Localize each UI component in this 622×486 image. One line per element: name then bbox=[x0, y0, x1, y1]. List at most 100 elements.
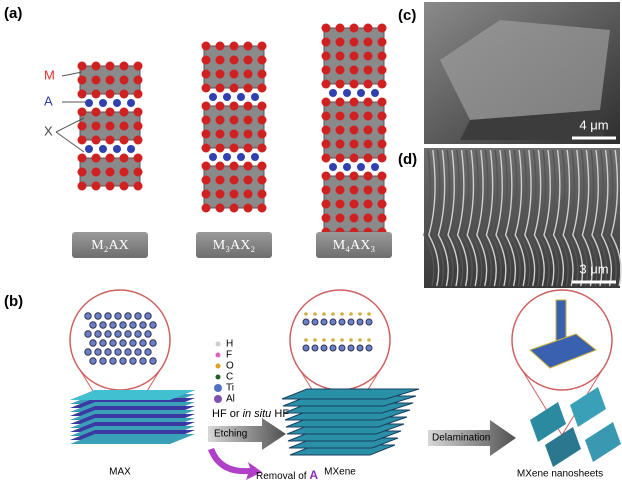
atom bbox=[77, 89, 87, 99]
octahedra bbox=[203, 105, 265, 149]
atom bbox=[139, 321, 147, 329]
atom bbox=[124, 312, 132, 320]
flake bbox=[529, 333, 597, 369]
atom bbox=[134, 348, 142, 356]
atom bbox=[114, 348, 122, 356]
lamella bbox=[605, 149, 617, 287]
atom bbox=[329, 318, 337, 326]
lamella bbox=[490, 149, 502, 287]
atom bbox=[119, 153, 129, 163]
removal-text: A bbox=[309, 468, 318, 482]
atom bbox=[201, 41, 211, 51]
atom bbox=[99, 145, 107, 153]
atom bbox=[149, 321, 157, 329]
legend-marker bbox=[215, 363, 221, 369]
atom bbox=[257, 129, 267, 139]
atom bbox=[229, 83, 239, 93]
atom bbox=[119, 61, 129, 71]
atom bbox=[215, 189, 225, 199]
atom bbox=[134, 312, 142, 320]
atom bbox=[94, 348, 102, 356]
atom bbox=[201, 115, 211, 125]
legend-item: C bbox=[226, 372, 233, 383]
atom bbox=[77, 181, 87, 191]
panel-label: (b) bbox=[4, 293, 23, 310]
scale-label: 3 μm bbox=[579, 261, 608, 276]
atom bbox=[257, 143, 267, 153]
atom bbox=[229, 189, 239, 199]
lamella bbox=[567, 149, 579, 287]
atom bbox=[335, 65, 345, 75]
phase-name: M₄AX₃ bbox=[333, 238, 376, 253]
lamella bbox=[519, 149, 531, 287]
atom bbox=[105, 121, 115, 131]
atom bbox=[105, 181, 115, 191]
atom bbox=[335, 213, 345, 223]
lamella bbox=[538, 149, 550, 287]
atom bbox=[377, 65, 387, 75]
atom bbox=[215, 69, 225, 79]
sem-lamellae bbox=[423, 149, 622, 287]
atom bbox=[105, 107, 115, 117]
atom bbox=[229, 161, 239, 171]
arrow bbox=[208, 418, 286, 450]
atom bbox=[229, 129, 239, 139]
atom bbox=[201, 55, 211, 65]
lamella bbox=[466, 149, 478, 287]
lamella bbox=[557, 149, 569, 287]
atom bbox=[377, 125, 387, 135]
atom bbox=[91, 167, 101, 177]
atom bbox=[335, 111, 345, 121]
atom bbox=[201, 129, 211, 139]
nanosheet bbox=[530, 402, 566, 442]
atom bbox=[215, 101, 225, 111]
atom bbox=[377, 185, 387, 195]
atom bbox=[91, 181, 101, 191]
atom bbox=[321, 51, 331, 61]
atom bbox=[377, 23, 387, 33]
atom bbox=[215, 129, 225, 139]
atom bbox=[356, 344, 364, 352]
etchant-text: HF or bbox=[212, 408, 243, 420]
atom bbox=[243, 69, 253, 79]
atom bbox=[144, 330, 152, 338]
atom bbox=[321, 37, 331, 47]
atom bbox=[320, 344, 328, 352]
atom bbox=[349, 51, 359, 61]
atom bbox=[229, 203, 239, 213]
atom bbox=[119, 107, 129, 117]
atom bbox=[104, 330, 112, 338]
atom bbox=[302, 344, 310, 352]
atom bbox=[338, 344, 346, 352]
atom bbox=[367, 338, 371, 342]
atom bbox=[99, 339, 107, 347]
atom bbox=[124, 348, 132, 356]
atom bbox=[105, 167, 115, 177]
atom bbox=[91, 75, 101, 85]
atom bbox=[229, 41, 239, 51]
atom bbox=[133, 107, 143, 117]
atom bbox=[129, 321, 137, 329]
atom bbox=[349, 37, 359, 47]
atom bbox=[321, 213, 331, 223]
stage-label: MXene nanosheets bbox=[517, 469, 603, 480]
atom bbox=[77, 153, 87, 163]
atom bbox=[257, 55, 267, 65]
atom bbox=[109, 321, 117, 329]
atom bbox=[349, 65, 359, 75]
atom bbox=[349, 199, 359, 209]
etchant: HF or in situ HF bbox=[212, 408, 289, 420]
atom bbox=[357, 163, 365, 171]
lamella bbox=[562, 149, 574, 287]
atom bbox=[358, 312, 362, 316]
atom bbox=[104, 348, 112, 356]
atom bbox=[144, 348, 152, 356]
etchant-text: HF bbox=[271, 408, 289, 420]
atom bbox=[349, 23, 359, 33]
legend-marker bbox=[215, 341, 221, 347]
atom bbox=[257, 69, 267, 79]
atom bbox=[377, 199, 387, 209]
step-label: Etching bbox=[214, 429, 247, 440]
atom bbox=[215, 55, 225, 65]
atom bbox=[119, 167, 129, 177]
